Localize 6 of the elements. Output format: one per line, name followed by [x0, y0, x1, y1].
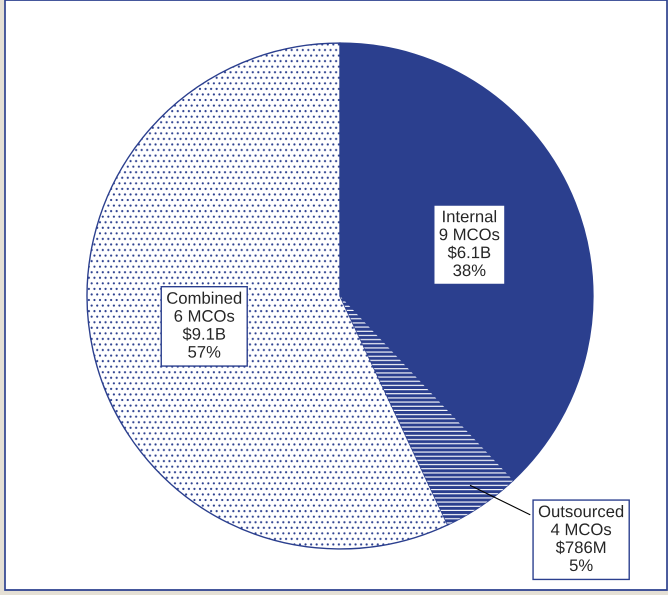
slice-label: Combined — [167, 292, 242, 304]
slice-label: Outsourced — [538, 505, 624, 518]
data-label: 9 MCOs $6.1B 38% — [440, 228, 500, 276]
slice-label: Internal — [443, 210, 496, 222]
data-label: 6 MCOs $9.1B 57% — [174, 310, 234, 358]
data-label: 4 MCOs $786M 5% — [550, 523, 612, 572]
